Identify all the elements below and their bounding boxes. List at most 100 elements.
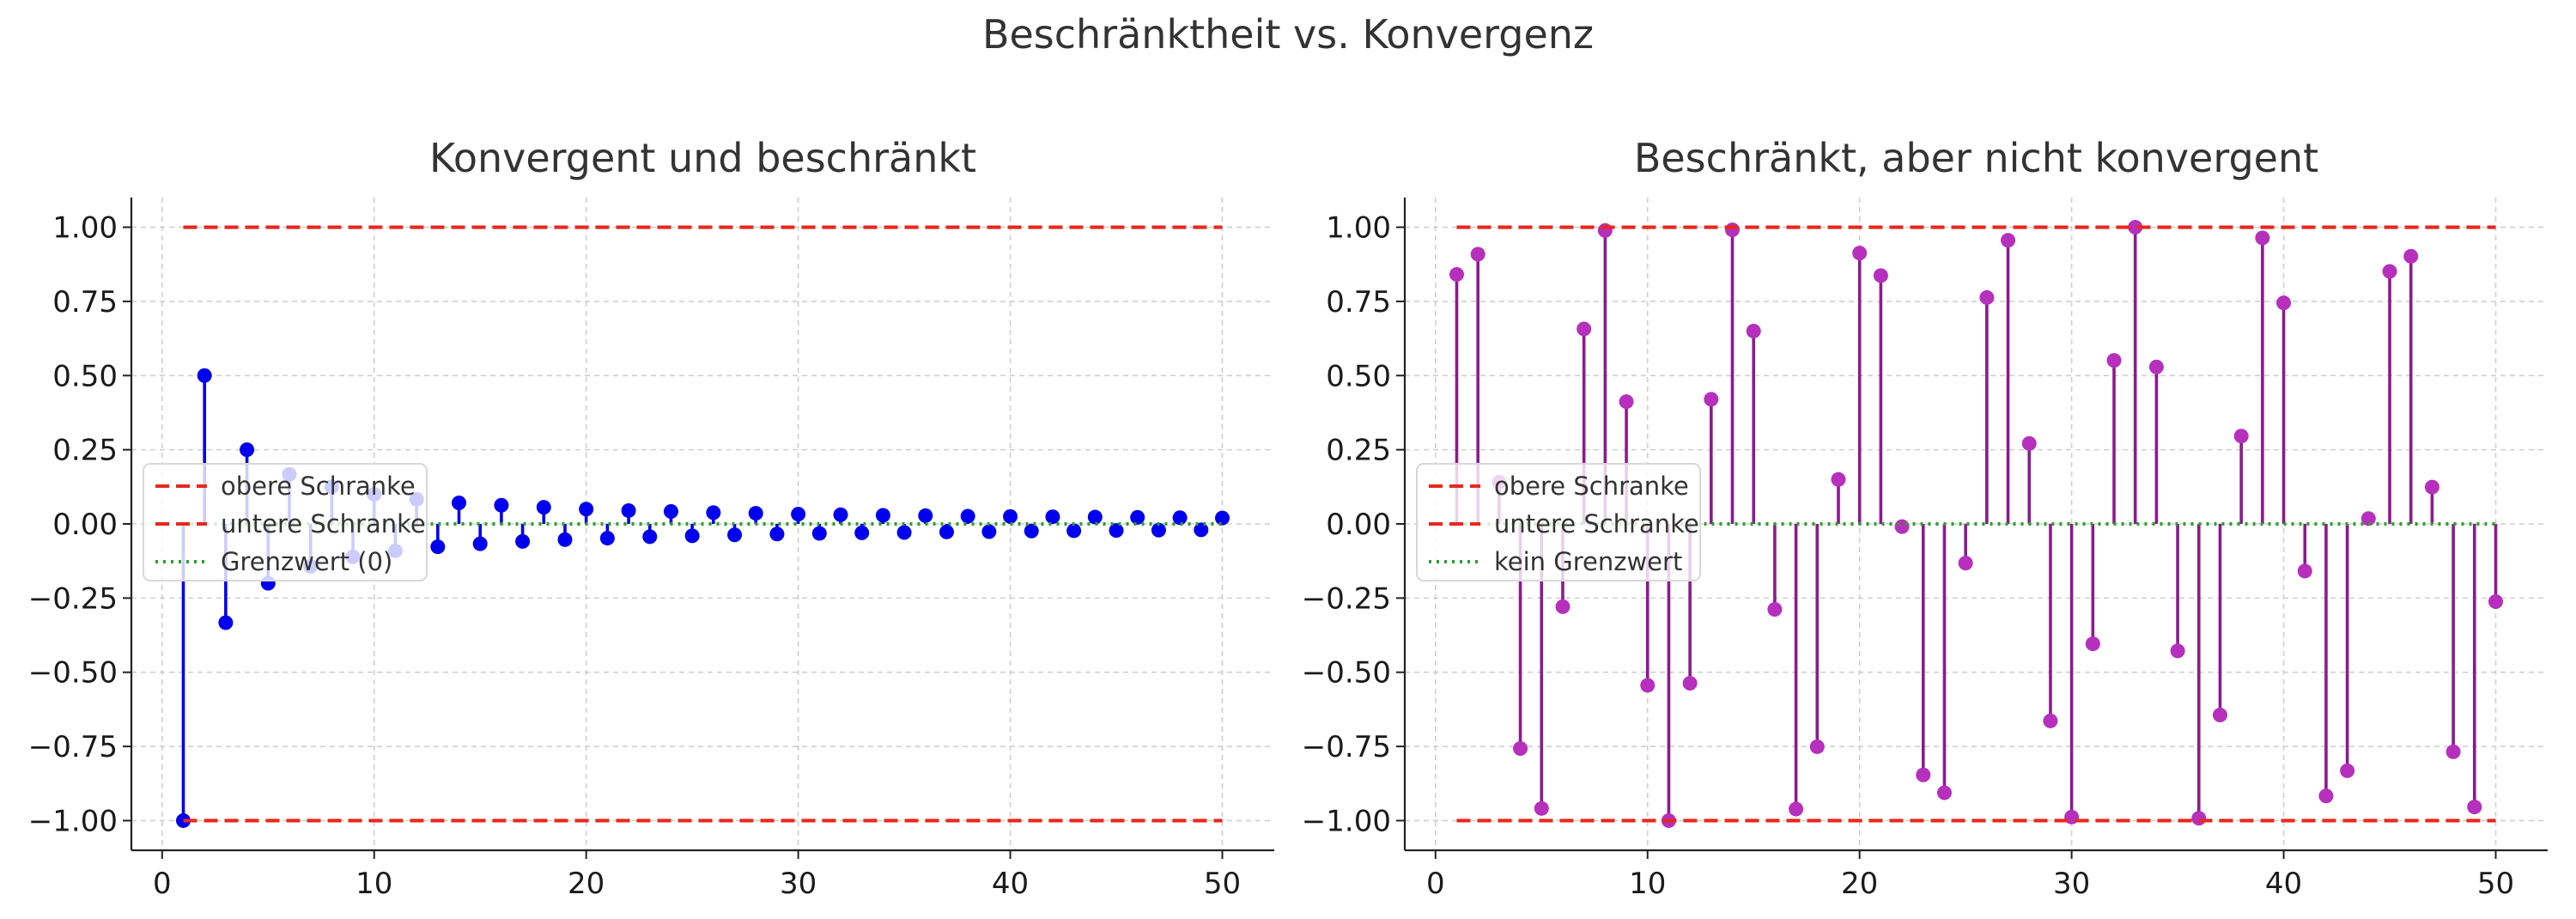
data-point xyxy=(1725,222,1741,238)
y-tick-label: 0.75 xyxy=(52,285,118,320)
data-point xyxy=(1151,522,1166,538)
data-point xyxy=(2424,479,2439,495)
data-point xyxy=(2297,563,2312,579)
data-point xyxy=(1003,508,1018,524)
data-point xyxy=(1130,509,1145,525)
y-tick-label: 0.00 xyxy=(1326,508,1391,542)
data-point xyxy=(684,528,700,544)
y-tick-label: 0.50 xyxy=(52,359,118,393)
data-point xyxy=(642,529,658,545)
data-point xyxy=(2021,435,2037,451)
data-point xyxy=(1894,519,1910,534)
data-point xyxy=(2382,264,2397,279)
data-point xyxy=(2276,295,2292,311)
data-point xyxy=(1449,266,1464,282)
data-point xyxy=(1831,472,1846,487)
y-tick-label: 0.00 xyxy=(52,508,118,542)
y-tick-label: 0.50 xyxy=(1326,359,1391,393)
data-point xyxy=(663,503,678,519)
data-point xyxy=(2467,800,2482,815)
data-point xyxy=(981,524,997,539)
data-point xyxy=(2212,707,2227,722)
y-tick-label: 0.25 xyxy=(52,434,118,468)
legend-label: kein Grenzwert xyxy=(1494,547,1682,576)
chart-konvergent: 0 10 20 30 40 50 −1.00 −0.75 −0.50 −0.25 0.00 0.25 0… xyxy=(28,135,1274,901)
data-point xyxy=(2233,429,2249,444)
data-point xyxy=(2360,511,2376,526)
data-point xyxy=(1513,741,1528,757)
data-point xyxy=(599,531,615,546)
data-point xyxy=(1979,289,1995,305)
data-point xyxy=(240,442,255,458)
y-tick-label: 0.25 xyxy=(1326,434,1391,468)
legend-label: untere Schranke xyxy=(221,509,426,539)
x-tick-label: 0 xyxy=(1426,867,1445,901)
x-tick-label: 10 xyxy=(355,867,392,901)
y-tick-label: −0.75 xyxy=(28,730,118,764)
data-point xyxy=(1534,800,1549,816)
x-tick-label: 30 xyxy=(780,867,817,901)
data-point xyxy=(2255,230,2270,246)
data-point xyxy=(1087,509,1103,525)
x-tick-label: 20 xyxy=(568,867,605,901)
y-tick-label: −0.25 xyxy=(1302,581,1391,616)
data-point xyxy=(960,508,975,524)
figure-title: Beschränktheit vs. Konvergenz xyxy=(981,11,1595,58)
legend: obere Schranke untere Schranke Grenzwert (… xyxy=(143,463,428,581)
x-tick-label: 50 xyxy=(1204,867,1241,901)
data-point xyxy=(557,532,573,547)
data-point xyxy=(2445,744,2461,759)
data-point xyxy=(1640,678,1656,693)
data-point xyxy=(2085,636,2100,652)
legend-label: obere Schranke xyxy=(1494,472,1689,501)
data-point xyxy=(494,497,509,513)
data-point xyxy=(472,536,488,551)
data-point xyxy=(218,615,234,630)
data-point xyxy=(430,539,446,555)
data-point xyxy=(1555,599,1571,614)
x-tick-label: 20 xyxy=(1841,867,1878,901)
data-point xyxy=(1597,222,1613,238)
legend-box xyxy=(1416,463,1701,581)
chart-title: Beschränkt, aber nicht konvergent xyxy=(1634,135,2318,181)
y-tick-label: −0.50 xyxy=(28,656,118,691)
data-point xyxy=(515,533,531,549)
legend-box xyxy=(143,463,428,581)
data-point xyxy=(2403,248,2419,264)
data-point xyxy=(2318,788,2334,804)
data-point xyxy=(1852,246,1868,261)
data-point xyxy=(1215,510,1230,526)
y-tick-label: −1.00 xyxy=(1302,804,1391,838)
x-tick-label: 0 xyxy=(153,867,172,901)
y-tick-label: −0.50 xyxy=(1302,656,1391,691)
data-point xyxy=(875,508,890,523)
data-point xyxy=(1916,767,1931,782)
data-point xyxy=(727,527,743,543)
x-tick-label: 40 xyxy=(992,867,1029,901)
data-point xyxy=(791,507,806,522)
data-point xyxy=(2043,713,2058,728)
legend-label: untere Schranke xyxy=(1494,509,1699,539)
data-point xyxy=(1066,523,1082,539)
data-point xyxy=(896,525,912,540)
x-tick-label: 10 xyxy=(1629,867,1666,901)
data-point xyxy=(1194,522,1209,538)
data-point xyxy=(1767,601,1783,617)
y-tick-label: 1.00 xyxy=(52,211,118,246)
data-point xyxy=(579,502,594,517)
data-point xyxy=(811,526,827,541)
data-point xyxy=(1172,510,1188,526)
data-point xyxy=(1873,268,1888,283)
data-point xyxy=(1470,246,1485,262)
y-tick-label: −0.25 xyxy=(28,581,118,616)
data-point xyxy=(2128,220,2143,235)
data-point xyxy=(1619,394,1634,410)
data-point xyxy=(197,368,212,383)
y-tick-label: 0.75 xyxy=(1326,285,1391,320)
data-point xyxy=(1746,323,1761,338)
data-point xyxy=(2001,233,2016,248)
data-point xyxy=(2170,643,2185,659)
data-point xyxy=(1789,801,1804,817)
data-point xyxy=(1045,509,1060,525)
